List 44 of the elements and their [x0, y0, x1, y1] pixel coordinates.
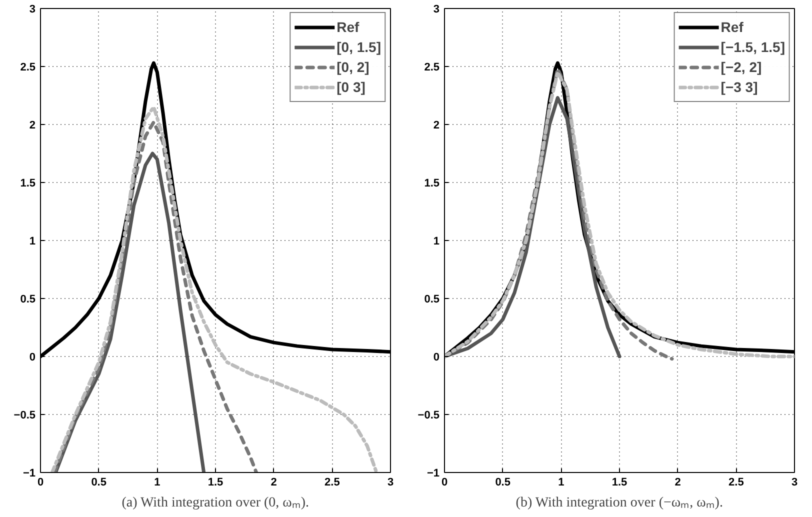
y-tick-label: 3	[29, 4, 36, 16]
y-tick-label: −0.5	[14, 410, 36, 422]
x-tick-label: 2	[674, 476, 681, 488]
legend-label: [−3 3]	[720, 79, 758, 95]
y-tick-label: 3	[433, 4, 440, 16]
line-series	[52, 120, 258, 472]
x-tick-label: 0	[37, 476, 44, 488]
legend-label: [0, 2]	[336, 59, 370, 75]
x-tick-label: 1.5	[612, 476, 628, 488]
legend-label: [0, 1.5]	[336, 39, 381, 55]
y-tick-label: −1	[22, 468, 36, 480]
x-tick-label: 2.5	[728, 476, 744, 488]
y-tick-label: 2	[433, 120, 440, 132]
y-tick-label: 1.5	[20, 178, 36, 190]
legend-label: [−1.5, 1.5]	[720, 39, 785, 55]
x-tick-label: 2.5	[324, 476, 340, 488]
x-tick-label: 3	[791, 476, 798, 488]
y-tick-label: 2	[29, 120, 36, 132]
y-tick-label: 0	[29, 352, 36, 364]
x-tick-label: 0	[441, 476, 448, 488]
x-tick-label: 2	[270, 476, 277, 488]
y-tick-label: 1	[29, 236, 36, 248]
y-tick-label: 2.5	[424, 62, 440, 74]
y-tick-label: 0.5	[20, 294, 36, 306]
x-tick-label: 1	[558, 476, 564, 488]
y-tick-label: 2.5	[20, 62, 36, 74]
legend-label: [0 3]	[336, 79, 366, 95]
y-tick-label: 0	[433, 352, 440, 364]
y-tick-label: 0.5	[424, 294, 440, 306]
text: (b) With integration over (−ωₘ, ωₘ).	[516, 496, 723, 510]
y-tick-label: −1	[426, 468, 440, 480]
x-tick-label: 0.5	[495, 476, 510, 488]
x-tick-label: 1	[154, 476, 160, 488]
legend-label: Ref	[336, 19, 360, 35]
x-tick-label: 0.5	[91, 476, 106, 488]
y-tick-label: −0.5	[418, 410, 440, 422]
text: (a) With integration over (0, ωₘ).	[122, 496, 310, 510]
y-tick-label: 1	[433, 236, 440, 248]
legend-label: Ref	[720, 19, 744, 35]
legend-label: [−2, 2]	[720, 59, 762, 75]
x-tick-label: 1.5	[208, 476, 224, 488]
x-tick-label: 3	[387, 476, 394, 488]
line-series	[50, 105, 378, 472]
y-tick-label: 1.5	[424, 178, 440, 190]
